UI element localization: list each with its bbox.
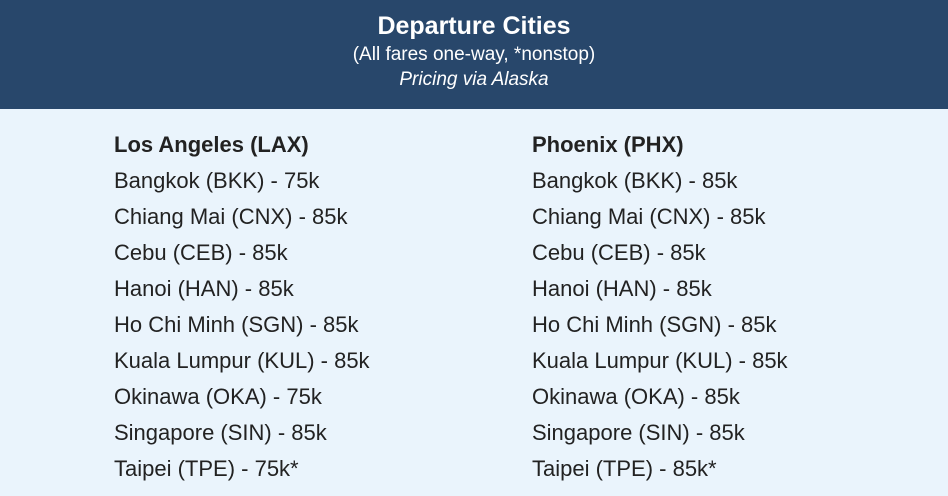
departure-column-phx: Phoenix (PHX) Bangkok (BKK) - 85k Chiang… — [532, 127, 912, 487]
route-item: Kuala Lumpur (KUL) - 85k — [532, 348, 788, 373]
page-title: Departure Cities — [377, 12, 571, 40]
route-item: Kuala Lumpur (KUL) - 85k — [114, 348, 370, 373]
departure-column-lax: Los Angeles (LAX) Bangkok (BKK) - 75k Ch… — [114, 127, 494, 487]
column-title: Los Angeles (LAX) — [114, 132, 309, 157]
route-item: Bangkok (BKK) - 75k — [114, 168, 320, 193]
route-list: Bangkok (BKK) - 75k Chiang Mai (CNX) - 8… — [114, 163, 494, 487]
route-item: Okinawa (OKA) - 75k — [114, 384, 322, 409]
route-list: Bangkok (BKK) - 85k Chiang Mai (CNX) - 8… — [532, 163, 912, 487]
route-item: Taipei (TPE) - 85k* — [532, 456, 717, 481]
route-item: Singapore (SIN) - 85k — [114, 420, 327, 445]
route-item: Singapore (SIN) - 85k — [532, 420, 745, 445]
route-item: Taipei (TPE) - 75k* — [114, 456, 299, 481]
route-item: Cebu (CEB) - 85k — [114, 240, 288, 265]
route-item: Hanoi (HAN) - 85k — [532, 276, 712, 301]
column-title: Phoenix (PHX) — [532, 132, 684, 157]
page-subtitle: (All fares one-way, *nonstop) — [352, 44, 596, 65]
route-item: Bangkok (BKK) - 85k — [532, 168, 738, 193]
route-item: Chiang Mai (CNX) - 85k — [114, 204, 348, 229]
fare-table: Los Angeles (LAX) Bangkok (BKK) - 75k Ch… — [0, 109, 948, 496]
route-item: Okinawa (OKA) - 85k — [532, 384, 740, 409]
route-item: Chiang Mai (CNX) - 85k — [532, 204, 766, 229]
route-item: Ho Chi Minh (SGN) - 85k — [114, 312, 359, 337]
pricing-note: Pricing via Alaska — [399, 69, 549, 90]
route-item: Cebu (CEB) - 85k — [532, 240, 706, 265]
route-item: Ho Chi Minh (SGN) - 85k — [532, 312, 777, 337]
route-item: Hanoi (HAN) - 85k — [114, 276, 294, 301]
header-banner: Departure Cities (All fares one-way, *no… — [0, 0, 948, 109]
